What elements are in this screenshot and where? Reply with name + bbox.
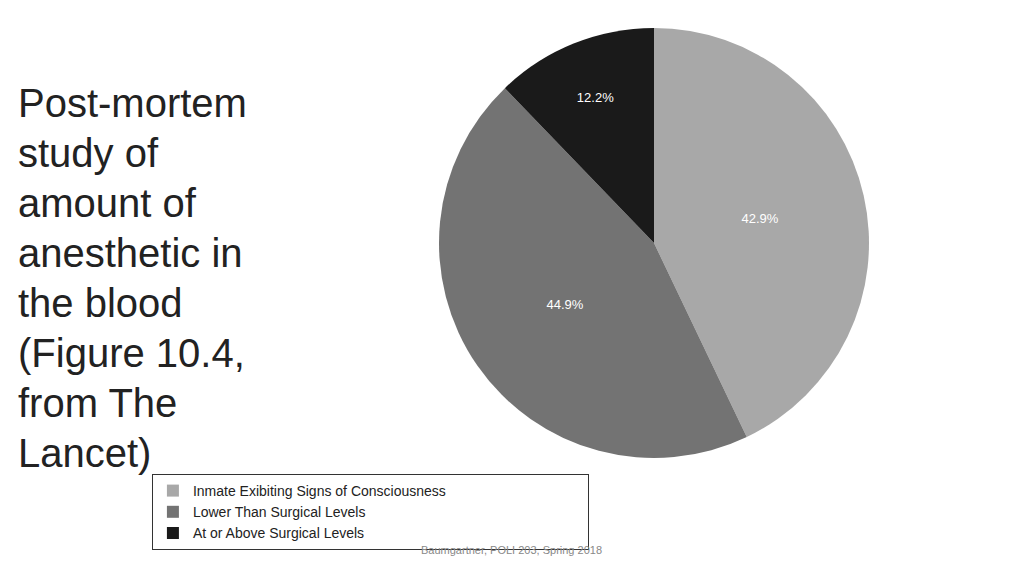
svg-text:44.9%: 44.9%: [546, 297, 583, 312]
svg-text:At or Above Surgical Levels: At or Above Surgical Levels: [193, 525, 364, 541]
svg-text:Lower Than Surgical Levels: Lower Than Surgical Levels: [193, 504, 366, 520]
html-text:Post-mortem study of amount of: Post-mortem study of amount of anestheti…: [18, 81, 247, 475]
svg-text:Inmate Exibiting Signs of Cons: Inmate Exibiting Signs of Consciousness: [193, 483, 446, 499]
svg-text:12.2%: 12.2%: [577, 90, 614, 105]
svg-text:Baumgartner, POLI 203, Spring: Baumgartner, POLI 203, Spring 2018: [421, 544, 602, 556]
svg-text:42.9%: 42.9%: [742, 211, 779, 226]
